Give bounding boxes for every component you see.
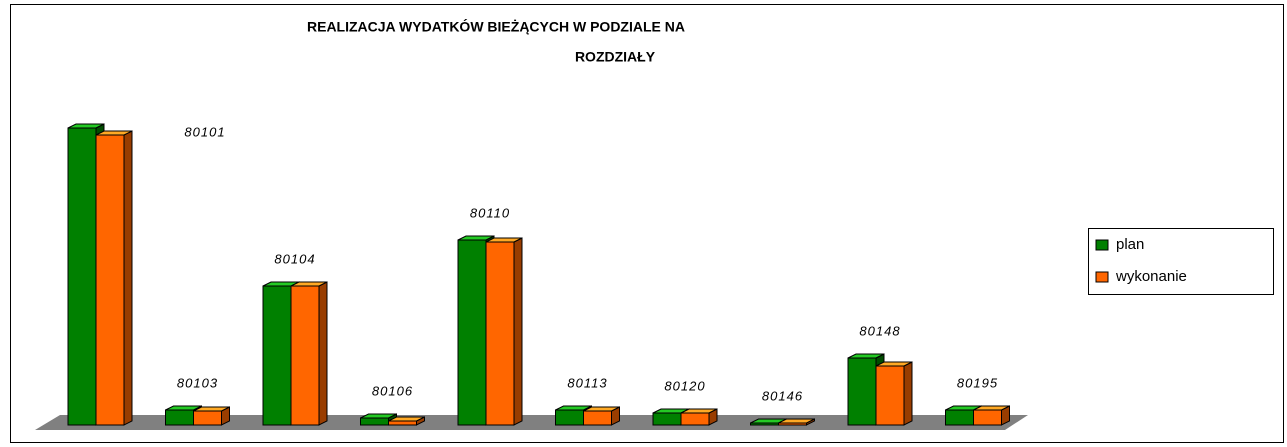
category-label: 80120 bbox=[664, 378, 705, 393]
bar-side bbox=[123, 130, 133, 426]
legend-label: wykonanie bbox=[1115, 268, 1187, 285]
bar bbox=[95, 134, 125, 426]
category-label: 80148 bbox=[859, 323, 900, 338]
bar-side bbox=[318, 281, 328, 426]
bar bbox=[555, 409, 584, 426]
legend bbox=[1088, 228, 1274, 295]
bar bbox=[485, 241, 515, 426]
chart-title: ROZDZIAŁY bbox=[575, 49, 656, 65]
bar bbox=[193, 410, 222, 426]
bar bbox=[945, 409, 974, 426]
legend-swatch bbox=[1095, 239, 1109, 251]
bar-side bbox=[903, 361, 913, 426]
bar bbox=[973, 409, 1002, 426]
bar bbox=[875, 365, 905, 426]
category-label: 80113 bbox=[567, 375, 607, 390]
category-label: 80106 bbox=[372, 383, 413, 398]
category-label: 80110 bbox=[470, 205, 510, 220]
bar bbox=[680, 412, 710, 426]
bar bbox=[457, 239, 487, 426]
bar bbox=[652, 412, 682, 426]
category-label: 80104 bbox=[274, 251, 315, 266]
category-label: 80146 bbox=[762, 388, 803, 403]
bar bbox=[583, 410, 612, 426]
bar bbox=[262, 285, 292, 426]
bar bbox=[778, 422, 807, 426]
bar bbox=[165, 409, 194, 426]
bar-side bbox=[513, 237, 523, 426]
chart-title: REALIZACJA WYDATKÓW BIEŻĄCYCH W PODZIALE… bbox=[307, 18, 685, 35]
category-label: 80103 bbox=[177, 375, 218, 390]
legend-swatch bbox=[1095, 271, 1109, 283]
bar bbox=[67, 127, 97, 426]
bar bbox=[360, 417, 389, 426]
category-label: 80195 bbox=[957, 375, 998, 390]
bar bbox=[847, 357, 877, 426]
category-label: 80101 bbox=[184, 124, 225, 139]
bar bbox=[290, 285, 320, 426]
legend-label: plan bbox=[1116, 236, 1144, 253]
chart-border bbox=[10, 4, 1284, 443]
bar bbox=[388, 420, 417, 426]
bar bbox=[750, 422, 779, 426]
